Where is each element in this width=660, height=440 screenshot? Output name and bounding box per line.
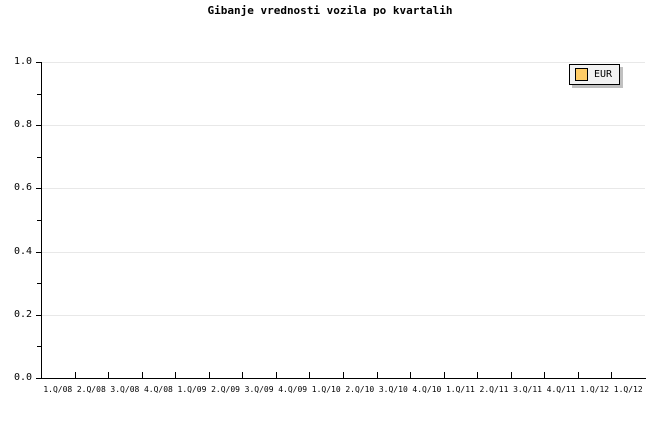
x-axis-label-16: 1.Q/12 [580,385,610,394]
x-tick-2 [108,372,109,378]
x-tick-4 [175,372,176,378]
x-axis-label-1: 2.Q/08 [76,385,106,394]
plot-area [41,62,645,378]
x-tick-10 [377,372,378,378]
y-tick-major-1 [36,62,41,63]
x-axis-label-8: 1.Q/10 [311,385,341,394]
x-axis-label-12: 1.Q/11 [445,385,475,394]
x-tick-12 [444,372,445,378]
y-axis-label-0.0: 0.0 [13,372,32,383]
x-axis-line [41,378,646,379]
chart-legend[interactable]: EUR [569,64,621,85]
x-axis-label-11: 4.Q/10 [412,385,442,394]
y-tick-major-0.4 [36,251,41,253]
x-axis-label-5: 2.Q/09 [211,385,240,394]
y-axis-line [41,62,42,379]
y-tick-minor-0.3 [37,283,41,285]
x-tick-9 [343,372,344,378]
y-axis-label-0.6: 0.6 [13,182,32,194]
x-tick-13 [477,372,478,378]
y-tick-major-0 [36,378,41,379]
y-tick-major-0.2 [36,314,41,316]
gridline-y-0.8 [41,125,645,127]
x-axis-label-13: 2.Q/11 [479,385,509,394]
x-axis-label-7: 4.Q/09 [278,385,308,394]
x-axis-label-9: 2.Q/10 [345,385,375,394]
x-tick-15 [544,372,545,378]
legend-swatch-eur [575,68,588,81]
x-tick-14 [511,372,512,378]
y-axis-label-0.8: 0.8 [13,119,32,131]
y-axis-label-1.0: 1.0 [13,56,32,67]
x-tick-17 [611,372,612,378]
x-tick-16 [578,372,579,378]
legend-label-eur: EUR [594,69,613,80]
x-axis-label-2: 3.Q/08 [110,385,140,394]
x-axis-label-4: 1.Q/09 [177,385,207,394]
gridline-y-1 [41,62,645,63]
x-axis-label-6: 3.Q/09 [244,385,274,394]
y-tick-minor-0.5 [37,220,41,221]
chart-title: Gibanje vrednosti vozila po kvartalih [207,4,453,17]
x-axis-label-3: 4.Q/08 [143,385,173,394]
gridline-y-0.2 [41,314,645,316]
x-tick-8 [309,372,310,378]
y-axis-label-0.2: 0.2 [13,308,32,320]
x-tick-1 [75,372,76,378]
x-axis-label-0: 1.Q/08 [43,385,73,394]
x-axis-label-17: 1.Q/12 [613,385,643,394]
x-axis-label-14: 3.Q/11 [513,385,542,394]
gridline-y-0.6 [41,188,645,190]
y-tick-minor-0.1 [37,346,41,348]
y-tick-minor-0.9 [37,93,41,95]
x-tick-3 [142,372,143,378]
x-tick-7 [276,372,277,378]
y-axis-label-0.4: 0.4 [13,245,32,257]
x-tick-5 [209,372,210,378]
gridlines [41,62,645,378]
y-axis: 0.0 0.2 0.4 0.6 0.8 1.0 [0,0,41,440]
y-tick-major-0.6 [36,188,41,190]
x-tick-11 [410,372,411,378]
gridline-y-0.4 [41,251,645,253]
x-tick-6 [242,372,243,378]
y-tick-major-0.8 [36,125,41,127]
x-axis-label-15: 4.Q/11 [546,385,576,394]
y-tick-minor-0.7 [37,156,41,158]
x-axis-label-10: 3.Q/10 [378,385,408,394]
